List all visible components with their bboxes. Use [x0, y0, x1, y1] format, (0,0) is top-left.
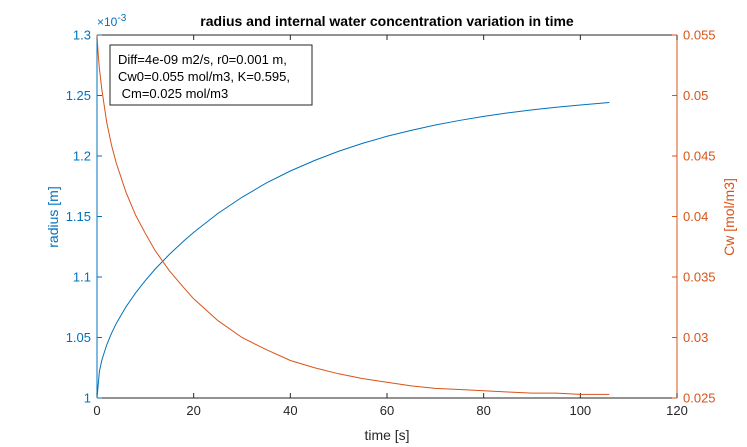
- chart-title: radius and internal water concentration …: [200, 13, 574, 29]
- x-axis-label: time [s]: [364, 427, 409, 443]
- right-y-tick-label: 0.045: [683, 149, 716, 164]
- right-y-axis: 0.025 0.03 0.035 0.04 0.045 0.05 0.055: [672, 28, 716, 406]
- right-y-axis-label: Cw [mol/m3]: [721, 178, 737, 256]
- annotation-box: [109, 44, 313, 106]
- radius-series-line: [96, 102, 610, 399]
- left-y-axis: 1 1.05 1.1 1.15 1.2 1.25 1.3: [66, 28, 102, 406]
- left-y-tick-label: 1: [84, 391, 91, 406]
- left-y-axis-exponent-base: ×10: [97, 15, 118, 29]
- cw-series-line: [96, 34, 610, 395]
- left-y-axis-exponent: ×10-3: [97, 13, 127, 29]
- left-y-axis-label: radius [m]: [45, 186, 61, 247]
- right-y-tick-label: 0.025: [683, 391, 716, 406]
- annotation-line-2: Cw0=0.055 mol/m3, K=0.595,: [118, 69, 290, 84]
- right-y-tick-label: 0.055: [683, 28, 716, 43]
- x-tick-label: 20: [186, 403, 200, 418]
- x-axis: 0 20 40 60 80 100 120: [93, 35, 688, 418]
- x-tick-label: 40: [283, 403, 297, 418]
- right-y-tick-label: 0.03: [683, 330, 708, 345]
- x-tick-label: 100: [569, 403, 591, 418]
- x-tick-label: 60: [380, 403, 394, 418]
- x-tick-label: 0: [93, 403, 100, 418]
- left-y-tick-label: 1.1: [73, 270, 91, 285]
- left-y-axis-exponent-power: -3: [117, 13, 126, 24]
- x-tick-label: 80: [476, 403, 490, 418]
- right-y-tick-label: 0.04: [683, 209, 708, 224]
- left-y-tick-label: 1.3: [73, 28, 91, 43]
- left-y-tick-label: 1.05: [66, 330, 91, 345]
- right-y-tick-label: 0.05: [683, 88, 708, 103]
- right-y-tick-label: 0.035: [683, 270, 716, 285]
- left-y-tick-label: 1.25: [66, 88, 91, 103]
- annotation-line-1: Diff=4e-09 m2/s, r0=0.001 m,: [118, 52, 287, 67]
- series-layer: [96, 34, 610, 399]
- parameter-annotation: Diff=4e-09 m2/s, r0=0.001 m, Cw0=0.055 m…: [109, 44, 313, 106]
- left-y-tick-label: 1.15: [66, 209, 91, 224]
- annotation-line-3: Cm=0.025 mol/m3: [118, 86, 228, 101]
- x-tick-label: 120: [666, 403, 688, 418]
- left-y-tick-label: 1.2: [73, 149, 91, 164]
